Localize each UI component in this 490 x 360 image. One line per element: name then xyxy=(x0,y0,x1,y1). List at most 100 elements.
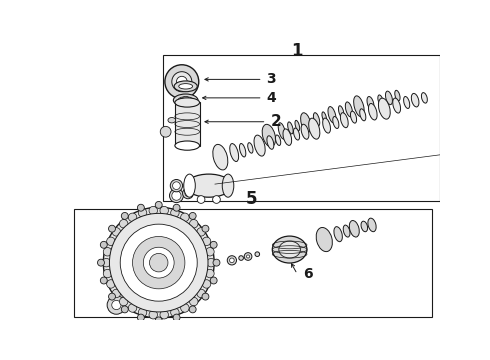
Circle shape xyxy=(173,204,180,211)
Ellipse shape xyxy=(395,90,400,101)
Circle shape xyxy=(155,317,162,324)
Circle shape xyxy=(107,280,115,288)
Ellipse shape xyxy=(393,98,400,113)
Ellipse shape xyxy=(254,135,265,156)
Circle shape xyxy=(120,297,128,306)
Circle shape xyxy=(197,195,205,203)
Ellipse shape xyxy=(262,124,275,147)
Circle shape xyxy=(172,191,181,200)
Bar xyxy=(163,55,440,201)
Circle shape xyxy=(109,293,116,300)
Circle shape xyxy=(160,126,171,137)
Ellipse shape xyxy=(378,95,383,105)
Circle shape xyxy=(109,213,208,312)
Circle shape xyxy=(143,247,174,278)
Ellipse shape xyxy=(349,221,359,237)
Ellipse shape xyxy=(175,141,199,150)
Ellipse shape xyxy=(175,98,199,107)
Circle shape xyxy=(160,310,169,319)
Circle shape xyxy=(173,314,180,321)
Circle shape xyxy=(213,195,220,203)
Ellipse shape xyxy=(354,96,364,117)
Ellipse shape xyxy=(288,122,293,134)
Ellipse shape xyxy=(275,135,281,145)
Ellipse shape xyxy=(411,94,419,107)
Ellipse shape xyxy=(179,84,193,89)
Ellipse shape xyxy=(267,136,274,149)
Circle shape xyxy=(190,220,198,228)
Circle shape xyxy=(171,208,179,217)
Circle shape xyxy=(102,258,111,267)
Circle shape xyxy=(103,207,214,318)
Ellipse shape xyxy=(222,174,234,197)
Circle shape xyxy=(171,180,183,192)
Circle shape xyxy=(120,224,197,301)
Circle shape xyxy=(100,277,107,284)
Ellipse shape xyxy=(343,225,350,237)
Ellipse shape xyxy=(404,96,410,108)
Circle shape xyxy=(128,304,137,312)
Circle shape xyxy=(160,206,169,215)
Circle shape xyxy=(122,306,128,313)
Ellipse shape xyxy=(314,113,320,126)
Circle shape xyxy=(186,183,193,189)
Circle shape xyxy=(202,293,209,300)
Circle shape xyxy=(138,308,147,317)
Ellipse shape xyxy=(240,144,246,157)
Circle shape xyxy=(155,202,162,208)
Ellipse shape xyxy=(295,120,300,131)
Ellipse shape xyxy=(294,128,299,140)
Text: 6: 6 xyxy=(303,267,312,281)
Circle shape xyxy=(197,228,205,236)
Circle shape xyxy=(132,237,185,289)
Circle shape xyxy=(171,308,179,317)
Circle shape xyxy=(206,269,214,278)
Ellipse shape xyxy=(368,103,377,120)
Ellipse shape xyxy=(360,109,366,121)
Ellipse shape xyxy=(173,94,198,106)
Circle shape xyxy=(109,225,116,232)
Circle shape xyxy=(137,314,145,321)
Circle shape xyxy=(202,280,211,288)
Ellipse shape xyxy=(322,112,327,122)
Ellipse shape xyxy=(316,228,332,252)
Circle shape xyxy=(183,188,194,199)
Ellipse shape xyxy=(334,227,343,242)
Circle shape xyxy=(181,304,189,312)
Circle shape xyxy=(185,190,191,197)
Ellipse shape xyxy=(186,174,232,197)
Text: 1: 1 xyxy=(292,42,303,60)
Circle shape xyxy=(103,248,112,256)
Ellipse shape xyxy=(345,102,352,117)
Circle shape xyxy=(112,300,121,310)
Circle shape xyxy=(172,72,192,92)
Circle shape xyxy=(239,256,244,260)
Bar xyxy=(175,103,199,145)
Ellipse shape xyxy=(278,123,286,139)
Ellipse shape xyxy=(421,93,427,103)
Circle shape xyxy=(107,296,125,314)
Circle shape xyxy=(128,213,137,221)
Circle shape xyxy=(202,237,211,246)
Ellipse shape xyxy=(301,113,311,132)
Ellipse shape xyxy=(350,111,357,123)
Circle shape xyxy=(170,189,183,203)
Circle shape xyxy=(181,213,189,221)
Circle shape xyxy=(100,241,107,248)
Circle shape xyxy=(137,204,145,211)
Circle shape xyxy=(98,259,104,266)
Circle shape xyxy=(165,65,199,99)
Circle shape xyxy=(172,182,180,189)
Ellipse shape xyxy=(378,98,390,119)
Circle shape xyxy=(202,225,209,232)
Circle shape xyxy=(107,237,115,246)
Ellipse shape xyxy=(178,97,194,104)
Circle shape xyxy=(213,259,220,266)
Circle shape xyxy=(210,277,217,284)
Circle shape xyxy=(227,256,237,265)
Ellipse shape xyxy=(301,124,309,139)
Circle shape xyxy=(103,269,112,278)
Ellipse shape xyxy=(174,81,197,92)
Circle shape xyxy=(246,255,249,258)
Circle shape xyxy=(112,289,121,298)
